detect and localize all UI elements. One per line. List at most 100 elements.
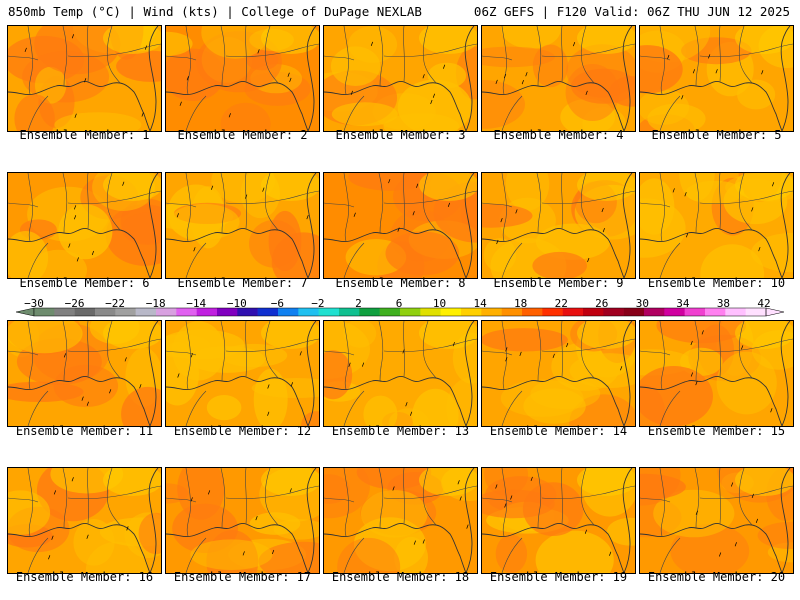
wind-barb	[715, 69, 718, 74]
cool-anomaly	[166, 31, 193, 56]
wind-barb	[521, 79, 524, 85]
state-border	[245, 468, 247, 525]
wind-barb	[361, 362, 365, 367]
wind-barb	[71, 477, 74, 482]
state-border	[27, 242, 49, 278]
colorbar-tick-label: 26	[595, 297, 609, 310]
state-border	[8, 350, 39, 356]
state-border	[422, 468, 437, 526]
warm-anomaly	[757, 521, 793, 549]
ensemble-member-caption: Ensemble Member: 11	[15, 424, 154, 438]
coastline	[166, 321, 317, 426]
wind-barb	[734, 542, 737, 547]
coastline	[482, 26, 633, 131]
ensemble-member-map	[481, 320, 636, 427]
state-border	[738, 468, 753, 526]
wind-barb	[177, 373, 180, 378]
ensemble-member-map	[7, 467, 162, 574]
state-border	[383, 43, 477, 58]
ensemble-member-map	[639, 172, 794, 279]
cool-anomaly	[29, 249, 87, 278]
warm-anomaly	[268, 210, 302, 272]
temperature-field	[324, 26, 477, 131]
ensemble-member-map	[323, 25, 478, 132]
warm-anomaly	[258, 541, 319, 573]
cool-anomaly	[330, 46, 381, 86]
temperature-field	[324, 468, 477, 573]
ensemble-member-caption: Ensemble Member: 9	[493, 276, 624, 290]
warm-anomaly	[656, 321, 747, 344]
wind-barb	[289, 77, 292, 83]
coastline	[324, 173, 475, 278]
temperature-field	[640, 26, 793, 131]
ensemble-member-caption: Ensemble Member: 16	[15, 570, 154, 584]
state-border	[166, 350, 197, 356]
wind-barb	[81, 396, 84, 401]
coastline	[8, 26, 159, 131]
state-border	[87, 26, 89, 83]
cool-anomaly	[737, 79, 776, 110]
colorbar-tick-label: 34	[676, 297, 690, 310]
cool-anomaly	[501, 26, 561, 49]
wind-barb	[587, 257, 590, 263]
state-border	[166, 55, 197, 61]
state-border	[659, 468, 665, 537]
warm-anomaly	[14, 94, 55, 131]
wind-barb	[141, 112, 144, 117]
state-border	[640, 350, 671, 356]
state-border	[699, 190, 793, 205]
colorbar-swatch	[745, 308, 767, 316]
state-border	[324, 497, 355, 503]
cool-anomaly	[653, 489, 735, 538]
state-border	[738, 321, 753, 379]
state-border	[501, 26, 507, 95]
state-border	[264, 173, 279, 231]
state-border	[694, 173, 700, 234]
colorbar-swatch	[74, 308, 96, 316]
wind-barb	[510, 495, 513, 500]
temperature-field	[166, 26, 319, 131]
state-border	[27, 468, 33, 537]
state-border	[8, 202, 39, 208]
wind-barb	[262, 187, 265, 192]
ensemble-member-caption: Ensemble Member: 3	[335, 128, 466, 142]
colorbar-swatch	[34, 308, 55, 316]
colorbar-swatch	[542, 308, 563, 316]
coastline	[8, 173, 159, 278]
temperature-field	[640, 173, 793, 278]
warm-anomaly	[482, 203, 533, 228]
cool-anomaly	[58, 204, 113, 260]
wind-barb	[350, 90, 353, 96]
wind-barb	[267, 411, 270, 416]
warm-anomaly	[482, 46, 555, 68]
coastline	[482, 321, 633, 426]
temperature-field	[482, 468, 635, 573]
state-border	[185, 468, 191, 537]
ensemble-member-caption: Ensemble Member: 18	[331, 570, 470, 584]
wind-barb	[413, 540, 416, 545]
colorbar-swatch	[217, 308, 238, 316]
state-border	[719, 468, 721, 525]
wind-barb	[718, 552, 722, 557]
ensemble-member-map	[7, 172, 162, 279]
state-border	[343, 321, 349, 390]
colorbar-swatch	[298, 308, 319, 316]
wind-barb	[412, 211, 415, 216]
wind-barb	[672, 188, 675, 193]
colorbar-swatch	[278, 308, 299, 316]
coastline	[8, 321, 159, 426]
state-border	[343, 468, 349, 537]
state-border	[87, 173, 89, 230]
wind-barb	[500, 217, 503, 223]
coastline	[482, 173, 633, 278]
ensemble-member-map	[165, 172, 320, 279]
temperature-field	[482, 321, 635, 426]
state-border	[501, 242, 523, 278]
wind-barb	[525, 72, 528, 77]
state-border	[536, 26, 542, 87]
ensemble-member-caption: Ensemble Member: 7	[177, 276, 308, 290]
state-border	[580, 468, 595, 526]
state-border	[343, 26, 349, 95]
cool-anomaly	[201, 26, 270, 59]
warm-anomaly	[121, 386, 161, 426]
